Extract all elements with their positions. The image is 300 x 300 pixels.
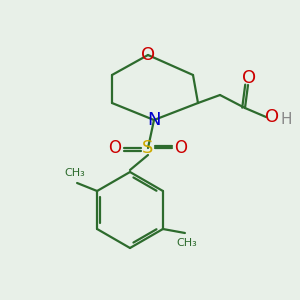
Text: O: O: [175, 139, 188, 157]
Text: CH₃: CH₃: [65, 168, 85, 178]
Text: O: O: [141, 46, 155, 64]
Text: O: O: [242, 69, 256, 87]
Text: O: O: [109, 139, 122, 157]
Text: N: N: [147, 111, 161, 129]
Text: CH₃: CH₃: [176, 238, 197, 248]
Text: H: H: [280, 112, 292, 127]
Text: O: O: [265, 108, 279, 126]
Text: S: S: [142, 139, 154, 157]
